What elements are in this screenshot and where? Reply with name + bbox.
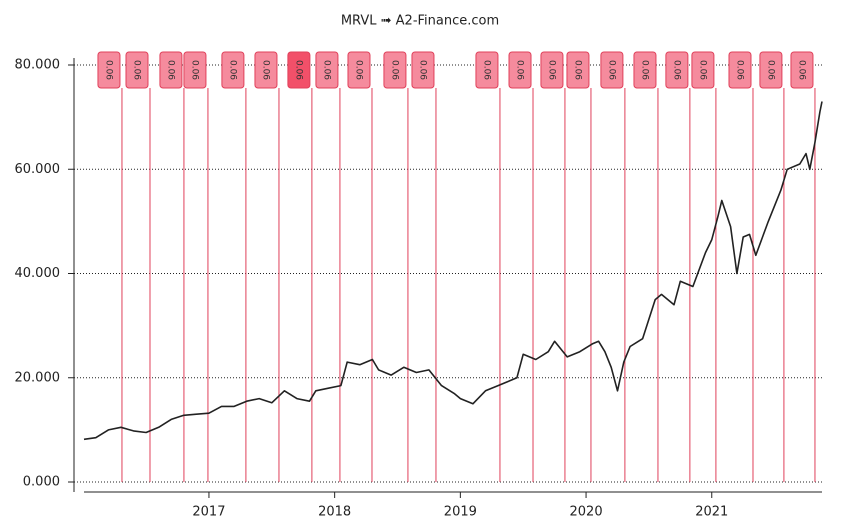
dividend-box	[221, 51, 245, 89]
dividend-label: 0.06	[572, 60, 582, 80]
dividend-box	[254, 51, 278, 89]
dividend-box	[566, 51, 590, 89]
x-tick-label: 2021	[695, 505, 728, 520]
y-tick-label: 80.000	[15, 58, 61, 73]
dividend-box	[125, 51, 149, 89]
dividend-box	[411, 51, 435, 89]
dividend-box	[315, 51, 339, 89]
dividend-label: 0.06	[321, 60, 331, 80]
y-tick-label: 60.000	[15, 162, 61, 177]
dividend-label: 0.06	[227, 60, 237, 80]
dividend-box	[183, 51, 207, 89]
dividend-box	[383, 51, 407, 89]
dividend-label: 0.06	[417, 60, 427, 80]
dividend-label: 0.06	[103, 60, 113, 80]
dividend-label: 0.06	[606, 60, 616, 80]
dividend-box	[540, 51, 564, 89]
dividend-label: 0.06	[165, 60, 175, 80]
x-tick-label: 2018	[318, 505, 351, 520]
dividend-box	[759, 51, 783, 89]
dividend-label: 0.06	[546, 60, 556, 80]
dividend-label: 0.06	[515, 60, 525, 80]
y-tick-label: 20.000	[15, 370, 61, 385]
dividend-label: 0.06	[639, 60, 649, 80]
dividend-box	[728, 51, 752, 89]
price-line	[83, 101, 823, 441]
dividend-label: 0.06	[481, 60, 491, 80]
dividend-box	[508, 51, 532, 89]
dividend-label: 0.06	[765, 60, 775, 80]
dividend-label: 0.06	[353, 60, 363, 80]
x-tick-label: 2017	[192, 505, 225, 520]
dividend-label: 0.06	[189, 60, 199, 80]
dividend-label: 0.06	[260, 60, 270, 80]
dividend-label: 0.06	[697, 60, 707, 80]
dividend-box	[691, 51, 715, 89]
x-tick-label: 2020	[570, 505, 603, 520]
dividend-box	[665, 51, 689, 89]
chart-title: MRVL ➟ A2-Finance.com	[341, 14, 499, 29]
dividend-label: 0.06	[734, 60, 744, 80]
dividend-box	[475, 51, 499, 89]
dividend-label: 0.06	[131, 60, 141, 80]
dividend-box	[790, 51, 814, 89]
x-tick-label: 2019	[444, 505, 477, 520]
y-tick-label: 0.000	[23, 475, 60, 490]
dividend-box	[159, 51, 183, 89]
dividend-label: 0.06	[389, 60, 399, 80]
dividend-label: 0.06	[796, 60, 806, 80]
dividend-box	[600, 51, 624, 89]
dividend-label: 0.06	[293, 60, 303, 80]
dividend-box	[347, 51, 371, 89]
y-tick-label: 40.000	[15, 266, 61, 281]
dividend-box	[287, 51, 311, 89]
dividend-box	[97, 51, 121, 89]
dividend-box	[633, 51, 657, 89]
dividend-label: 0.06	[671, 60, 681, 80]
